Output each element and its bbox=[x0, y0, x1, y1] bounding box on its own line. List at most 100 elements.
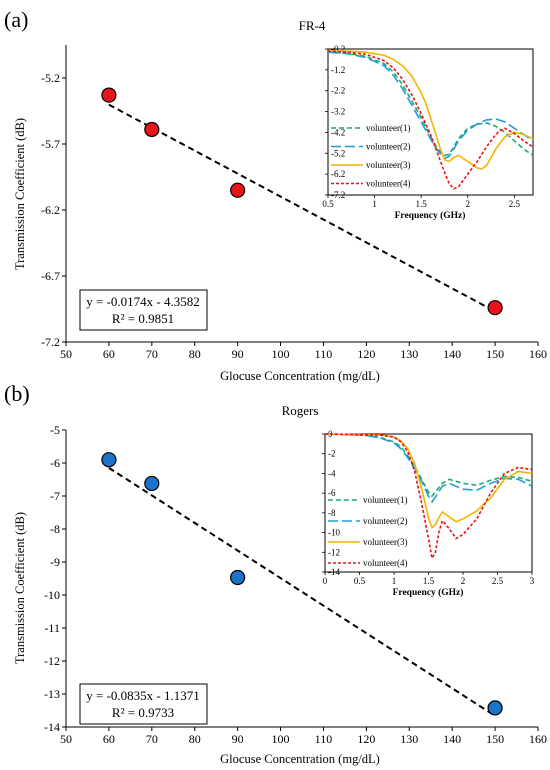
inset-legend: volunteer(1) volunteer(2) volunteer(3) volu… bbox=[328, 495, 407, 568]
inset-x-tick-label: 0.5 bbox=[354, 576, 366, 586]
inset-y-tick-label: -8 bbox=[328, 508, 336, 518]
legend-label: volunteer(4) bbox=[363, 558, 407, 568]
y-tick-label: -7 bbox=[50, 489, 60, 503]
x-tick-label: 130 bbox=[400, 732, 418, 746]
inset-y-tick-label: -12 bbox=[328, 547, 340, 557]
y-tick-label: -5.7 bbox=[41, 137, 60, 151]
y-tick-label: -5 bbox=[50, 423, 60, 437]
y-tick-label: -14 bbox=[44, 720, 60, 734]
x-tick-label: 90 bbox=[232, 347, 244, 361]
inset-x-tick-label: 2 bbox=[461, 576, 466, 586]
inset-x-tick-label: 0 bbox=[323, 576, 328, 586]
inset-y-tick-label: -1.2 bbox=[331, 65, 345, 75]
x-tick-label: 120 bbox=[357, 732, 375, 746]
data-point bbox=[230, 569, 246, 586]
x-tick-label: 140 bbox=[443, 347, 461, 361]
inset-chart: 0 0.5 1 1.5 2 2.5 30-2-4-6-8-10-12-14volunteer… bbox=[322, 429, 535, 586]
panel-b-equation: y = -0.0835x - 1.1371 bbox=[86, 688, 200, 703]
inset-y-tick-label: -14 bbox=[328, 567, 340, 577]
panel-b-title: Rogers bbox=[282, 403, 319, 418]
x-tick-label: 100 bbox=[272, 347, 290, 361]
y-tick-label: -5.2 bbox=[41, 71, 60, 85]
inset-series-line bbox=[327, 51, 534, 157]
x-tick-label: 90 bbox=[232, 732, 244, 746]
panel-a-xlabel: Glocuse Concentration (mg/dL) bbox=[220, 369, 380, 383]
x-tick-label: 110 bbox=[315, 732, 333, 746]
inset-x-tick-label: 0.5 bbox=[322, 199, 334, 209]
x-tick-label: 160 bbox=[529, 732, 547, 746]
inset-x-tick-label: 1 bbox=[392, 576, 397, 586]
panel-a-inset-xlabel: Frequency (GHz) bbox=[395, 210, 466, 221]
legend-label: volunteer(1) bbox=[366, 123, 410, 133]
x-tick-label: 70 bbox=[146, 347, 158, 361]
x-tick-label: 130 bbox=[400, 347, 418, 361]
y-tick-label: -6 bbox=[50, 456, 60, 470]
inset-chart: 0.5 1 1.5 2 2.5 -0.2 -1.2 -2.2 -3.2 -4.2 -5.2 -6.2 -… bbox=[322, 44, 534, 209]
y-tick-label: -6.7 bbox=[41, 269, 60, 283]
y-tick-label: -9 bbox=[50, 555, 60, 569]
inset-series-line bbox=[328, 50, 534, 170]
y-tick-label: -13 bbox=[44, 687, 60, 701]
legend-label: volunteer(4) bbox=[366, 179, 410, 189]
data-point bbox=[101, 87, 117, 103]
data-point bbox=[144, 475, 160, 492]
x-tick-label: 50 bbox=[60, 732, 72, 746]
legend-label: volunteer(2) bbox=[366, 142, 410, 152]
y-tick-label: -10 bbox=[44, 588, 60, 602]
panel-a-equation: y = -0.0174x - 4.3582 bbox=[86, 294, 200, 309]
inset-series-line bbox=[327, 50, 534, 190]
panel-b: (b) Rogers Transmission Coefficient (dB)… bbox=[4, 381, 547, 766]
x-tick-label: 160 bbox=[529, 347, 547, 361]
inset-y-tick-label: -4 bbox=[328, 468, 336, 478]
x-tick-label: 80 bbox=[189, 347, 201, 361]
panel-a-equation-box: y = -0.0174x - 4.3582 R² = 0.9851 bbox=[79, 289, 208, 331]
panel-b-r-squared: R² = 0.9733 bbox=[112, 705, 174, 720]
panel-b-xlabel: Glocuse Concentration (mg/dL) bbox=[220, 752, 380, 766]
x-tick-label: 100 bbox=[272, 732, 290, 746]
data-point bbox=[487, 300, 503, 316]
x-tick-label: 60 bbox=[103, 347, 115, 361]
inset-x-tick-label: 1.5 bbox=[423, 576, 435, 586]
inset-x-tick-label: 1 bbox=[372, 199, 377, 209]
x-tick-label: 50 bbox=[60, 347, 72, 361]
x-tick-label: 80 bbox=[189, 732, 201, 746]
x-tick-label: 70 bbox=[146, 732, 158, 746]
panel-b-ylabel: Transmission Coefficient (dB) bbox=[13, 512, 27, 664]
panel-a: (a) FR-4 Transmission Coefficient (dB) G… bbox=[4, 7, 547, 383]
inset-x-tick-label: 2 bbox=[466, 199, 471, 209]
data-point bbox=[101, 452, 117, 468]
x-tick-label: 110 bbox=[315, 347, 333, 361]
inset-frame bbox=[327, 48, 534, 196]
inset-series-line bbox=[324, 433, 533, 561]
inset-y-tick-label: -7.2 bbox=[331, 190, 345, 200]
y-tick-label: -6.2 bbox=[41, 203, 60, 217]
legend-label: volunteer(3) bbox=[366, 160, 410, 170]
panel-b-equation-box: y = -0.0835x - 1.1371 R² = 0.9733 bbox=[79, 683, 208, 725]
y-tick-label: -11 bbox=[44, 621, 60, 635]
inset-y-tick-label: -0.2 bbox=[331, 44, 345, 54]
inset-y-tick-label: -3.2 bbox=[331, 107, 345, 117]
data-point bbox=[230, 182, 246, 198]
trendline bbox=[108, 467, 496, 717]
inset-y-tick-label: -10 bbox=[328, 528, 340, 538]
inset-y-tick-label: -2 bbox=[328, 449, 336, 459]
y-tick-label: -7.2 bbox=[41, 335, 60, 349]
x-tick-label: 140 bbox=[443, 732, 461, 746]
y-tick-label: -12 bbox=[44, 654, 60, 668]
legend-label: volunteer(2) bbox=[363, 516, 407, 526]
inset-y-tick-label: -6.2 bbox=[331, 169, 345, 179]
x-tick-label: 150 bbox=[486, 732, 504, 746]
data-point bbox=[487, 700, 503, 716]
x-tick-label: 150 bbox=[486, 347, 504, 361]
x-tick-label: 120 bbox=[357, 347, 375, 361]
inset-y-tick-label: -2.2 bbox=[331, 86, 345, 96]
legend-label: volunteer(1) bbox=[363, 495, 407, 505]
inset-y-tick-label: -6 bbox=[328, 488, 336, 498]
inset-x-tick-label: 2.5 bbox=[492, 576, 504, 586]
inset-frame bbox=[324, 433, 533, 573]
inset-x-tick-label: 2.5 bbox=[509, 199, 521, 209]
trendline bbox=[108, 103, 496, 313]
panel-b-label: (b) bbox=[4, 381, 30, 406]
inset-x-tick-label: 3 bbox=[530, 576, 535, 586]
